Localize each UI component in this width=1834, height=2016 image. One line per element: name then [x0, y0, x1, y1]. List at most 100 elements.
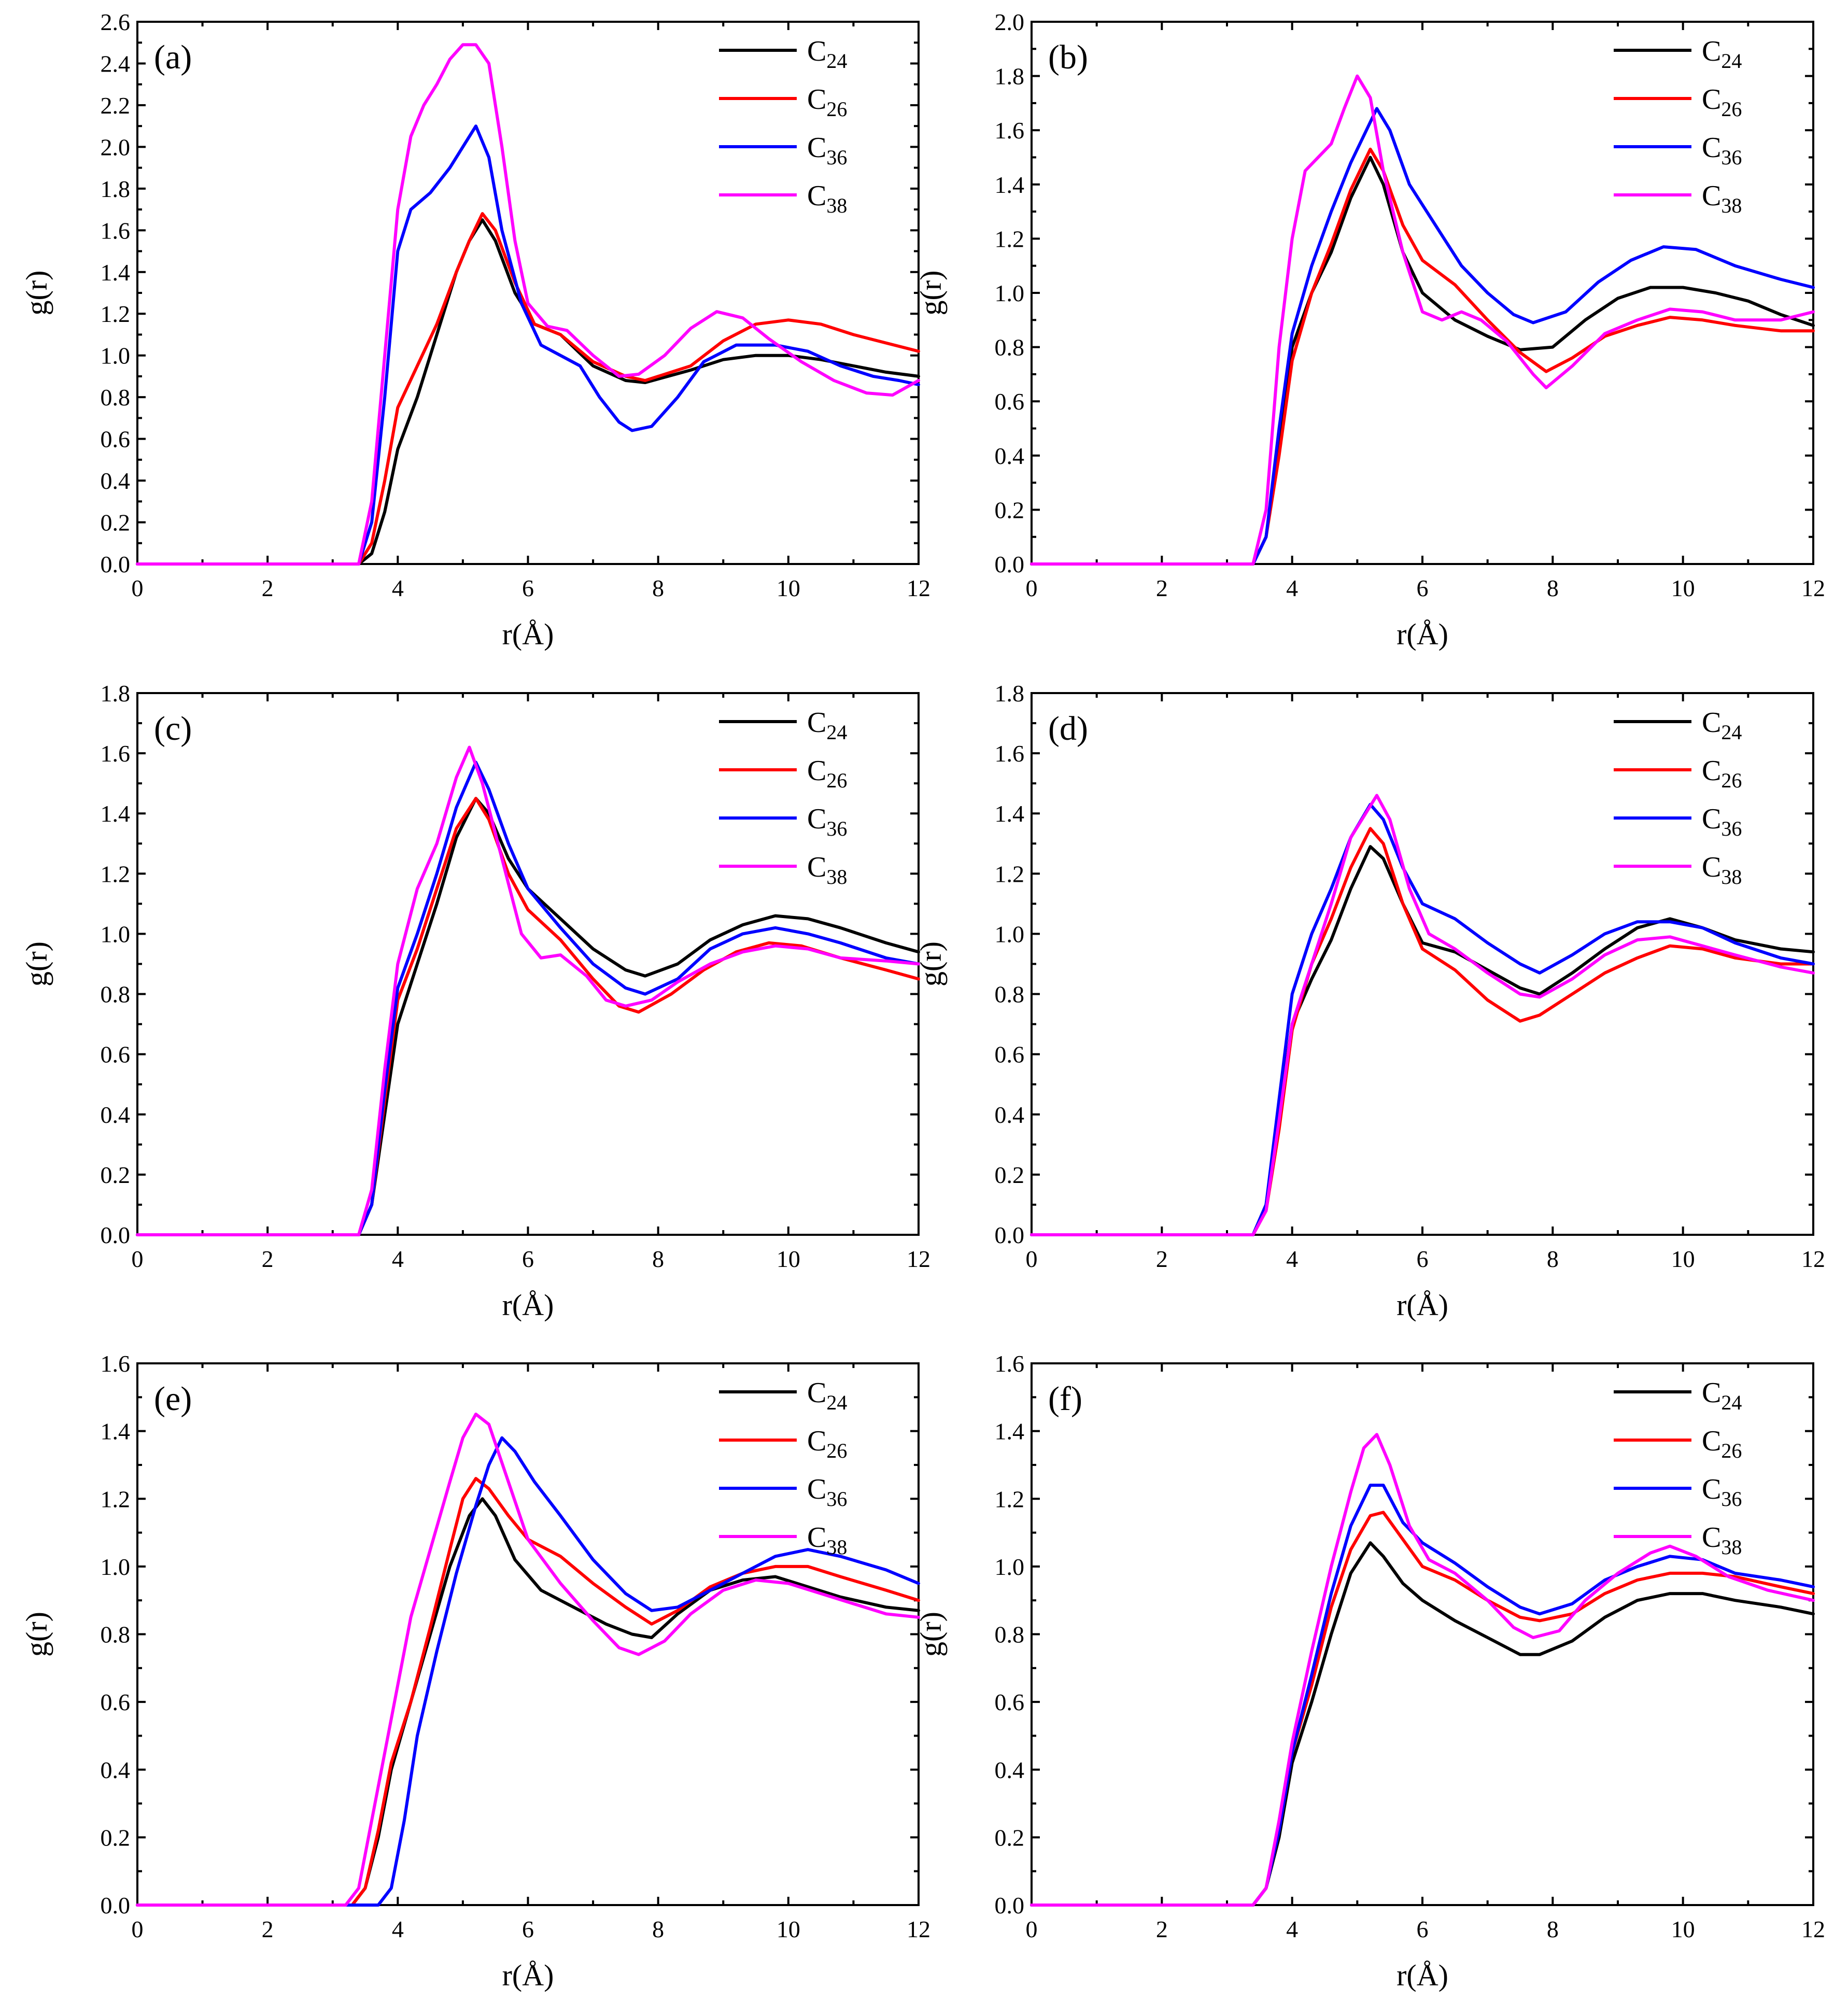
y-tick-label: 0.4: [101, 468, 131, 494]
x-tick-label: 6: [522, 1246, 534, 1272]
y-tick-label: 2.0: [995, 9, 1025, 35]
y-tick-label: 2.2: [101, 92, 131, 119]
series-line-c38: [1030, 74, 1815, 566]
plot-frame: [136, 692, 920, 1236]
series-line-c38: [136, 43, 920, 566]
y-tick-label: 1.2: [101, 861, 131, 887]
y-tick-label: 0.0: [101, 1892, 131, 1919]
series-line-c24: [1030, 156, 1815, 566]
y-tick-label: 2.6: [101, 9, 131, 35]
series-line-c36: [136, 760, 920, 1236]
y-tick-label: 1.6: [101, 217, 131, 244]
y-tick-label: 1.4: [995, 172, 1025, 198]
panel-label: (e): [154, 1380, 192, 1418]
y-tick-label: 0.6: [101, 1041, 131, 1068]
plot-frame: [1031, 692, 1814, 1236]
y-tick-label: 1.0: [101, 1554, 131, 1580]
x-tick-label: 0: [1026, 1916, 1038, 1942]
y-tick-label: 2.0: [101, 134, 131, 160]
series-line-c26: [136, 212, 920, 566]
legend-label: C24: [1702, 707, 1742, 744]
x-tick-label: 2: [262, 1916, 274, 1942]
y-tick-label: 1.4: [995, 1418, 1025, 1445]
series-line-c24: [136, 218, 920, 566]
series-line-c38: [1030, 794, 1815, 1236]
y-tick-label: 1.2: [101, 301, 131, 327]
panel-b: 0 2 4 6 8 10 12 0.0 0.2 0.4 0.6 0.8 1.0 1.2 1.4 1.6 1.8 2…: [914, 9, 1825, 651]
x-tick-label: 12: [907, 1246, 930, 1272]
x-tick-label: 2: [262, 1246, 274, 1272]
plot-frame: [1031, 1362, 1814, 1906]
legend-label: C36: [807, 132, 847, 169]
panel-label: (d): [1048, 710, 1088, 748]
x-axis-label: r(Å): [502, 1958, 554, 1992]
x-tick-label: 8: [1547, 1916, 1559, 1942]
legend-label: C24: [1702, 1377, 1742, 1414]
series-line-c36: [136, 1436, 920, 1907]
x-tick-label: 8: [1547, 575, 1559, 601]
legend-label: C36: [807, 1473, 847, 1511]
x-tick-label: 4: [1286, 1916, 1298, 1942]
legend-label: C26: [807, 1425, 847, 1462]
y-tick-label: 1.6: [995, 117, 1025, 144]
y-tick-label: 1.8: [101, 680, 131, 707]
y-tick-label: 1.8: [995, 680, 1025, 707]
y-tick-label: 2.4: [101, 50, 131, 77]
y-axis-label: g(r): [914, 941, 948, 986]
y-tick-label: 1.4: [101, 1418, 131, 1445]
x-tick-label: 4: [392, 1246, 404, 1272]
series-line-c38: [136, 1413, 920, 1907]
y-tick-label: 0.0: [101, 1222, 131, 1248]
y-tick-label: 1.4: [101, 800, 131, 827]
series-line-c26: [136, 1477, 920, 1907]
y-tick-label: 0.8: [995, 981, 1025, 1008]
legend-label: C36: [1702, 803, 1742, 840]
x-tick-label: 8: [652, 575, 664, 601]
series-line-c24: [1030, 1541, 1815, 1907]
legend-label: C36: [807, 803, 847, 840]
y-tick-label: 1.6: [101, 1350, 131, 1377]
y-tick-label: 1.4: [995, 800, 1025, 827]
series-line-c26: [136, 797, 920, 1236]
x-tick-label: 12: [907, 575, 930, 601]
legend-label: C38: [1702, 851, 1742, 889]
legend-label: C24: [807, 707, 847, 744]
legend-label: C38: [807, 180, 847, 217]
series-line-c36: [1030, 802, 1815, 1236]
y-tick-label: 1.2: [995, 861, 1025, 887]
y-tick-label: 1.4: [101, 259, 131, 286]
y-tick-label: 1.0: [995, 280, 1025, 306]
series-line-c26: [1030, 827, 1815, 1236]
series-line-c26: [1030, 147, 1815, 566]
x-tick-label: 2: [1156, 1916, 1168, 1942]
legend-label: C24: [1702, 35, 1742, 73]
legend-label: C36: [1702, 132, 1742, 169]
legend-label: C24: [807, 35, 847, 73]
y-tick-label: 0.8: [995, 334, 1025, 361]
x-axis-label: r(Å): [1396, 1288, 1448, 1322]
panel-label: (b): [1048, 38, 1088, 76]
y-tick-label: 0.2: [995, 1162, 1025, 1188]
y-tick-label: 0.4: [101, 1102, 131, 1128]
x-tick-label: 0: [132, 1246, 144, 1272]
x-axis-label: r(Å): [1396, 1958, 1448, 1992]
y-tick-label: 0.0: [101, 551, 131, 577]
series-line-c24: [136, 797, 920, 1236]
x-tick-label: 8: [652, 1916, 664, 1942]
y-tick-label: 1.6: [101, 740, 131, 767]
x-tick-label: 6: [1417, 1246, 1429, 1272]
x-tick-label: 0: [132, 1916, 144, 1942]
legend-label: C36: [1702, 1473, 1742, 1511]
legend-label: C26: [1702, 83, 1742, 121]
plot-frame: [136, 21, 920, 565]
legend-label: C26: [1702, 755, 1742, 792]
x-tick-label: 6: [522, 1916, 534, 1942]
y-tick-label: 1.0: [995, 1554, 1025, 1580]
x-tick-label: 2: [1156, 1246, 1168, 1272]
y-axis-label: g(r): [20, 941, 53, 986]
y-tick-label: 0.4: [995, 1757, 1025, 1783]
x-tick-label: 10: [777, 1916, 800, 1942]
y-axis-label: g(r): [20, 1612, 53, 1657]
x-axis-label: r(Å): [502, 617, 554, 651]
